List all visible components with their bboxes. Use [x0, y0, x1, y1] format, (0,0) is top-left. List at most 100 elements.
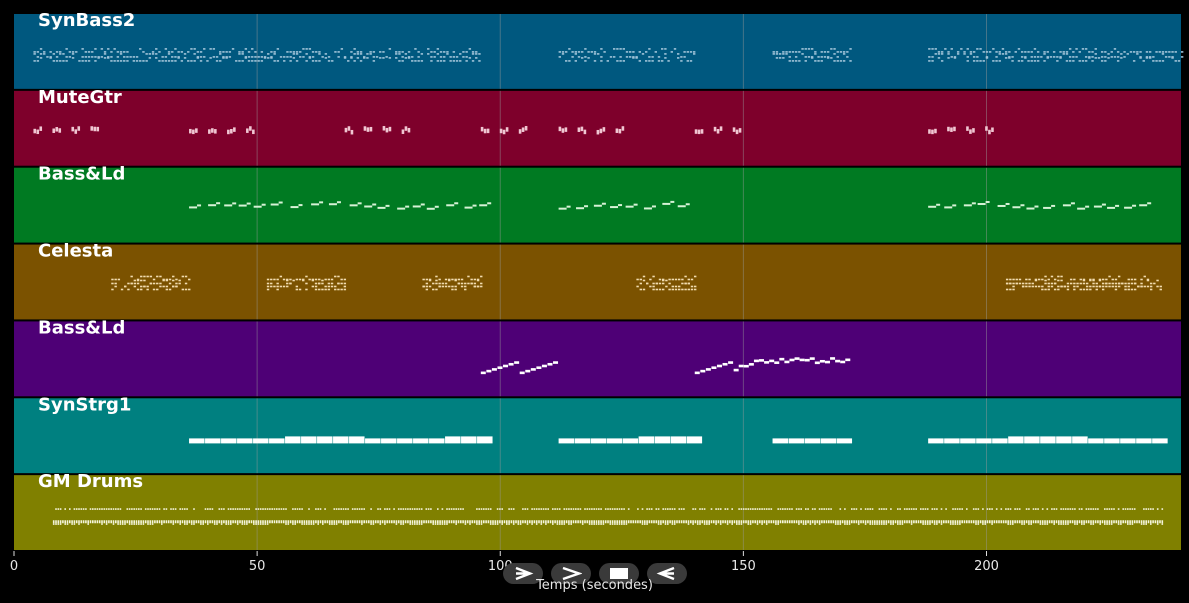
note: [928, 205, 937, 208]
note: [318, 282, 321, 285]
note: [480, 275, 483, 278]
note: [1156, 523, 1159, 525]
note: [308, 57, 312, 59]
note: [1016, 520, 1019, 524]
note: [142, 520, 145, 524]
note: [671, 523, 674, 525]
note: [1037, 520, 1039, 524]
note: [239, 520, 241, 524]
note: [105, 520, 108, 524]
note: [1091, 51, 1094, 53]
note: [992, 438, 1008, 444]
note: [535, 523, 538, 525]
note: [924, 520, 927, 524]
note: [844, 523, 846, 525]
note: [156, 288, 159, 291]
note: [618, 128, 622, 134]
note: [221, 438, 237, 444]
note: [1085, 205, 1090, 208]
note: [572, 508, 575, 510]
note: [809, 520, 812, 524]
note: [632, 57, 635, 59]
note: [991, 508, 993, 510]
note: [85, 520, 87, 524]
note: [443, 520, 446, 524]
note: [1076, 520, 1078, 524]
note: [668, 278, 671, 281]
note: [763, 520, 766, 524]
note: [382, 51, 385, 53]
note: [324, 53, 328, 55]
note: [598, 520, 600, 524]
note: [254, 56, 257, 58]
note: [639, 288, 642, 291]
note: [738, 508, 740, 510]
note: [966, 56, 969, 58]
note: [950, 56, 953, 58]
back-button[interactable]: [647, 563, 687, 584]
note: [286, 51, 289, 53]
note: [71, 53, 75, 55]
note: [985, 51, 989, 53]
note: [832, 520, 835, 524]
note: [1030, 60, 1033, 62]
note: [212, 48, 216, 50]
note: [1072, 60, 1075, 62]
note: [633, 203, 638, 206]
note: [1012, 288, 1015, 291]
stop-button[interactable]: [599, 563, 639, 584]
note: [273, 520, 276, 524]
note: [121, 523, 124, 525]
note: [922, 520, 924, 524]
note: [158, 60, 161, 62]
note: [1101, 278, 1105, 281]
note: [880, 523, 883, 525]
note: [1107, 206, 1116, 209]
note: [1069, 282, 1073, 285]
note: [554, 520, 556, 524]
note: [342, 520, 345, 524]
note: [428, 279, 432, 282]
note: [200, 520, 202, 524]
note: [489, 523, 492, 525]
note: [503, 520, 506, 524]
note: [1072, 51, 1075, 53]
note: [1143, 523, 1145, 525]
note: [1065, 51, 1069, 53]
note: [1101, 282, 1105, 285]
note: [1131, 508, 1134, 510]
note: [441, 508, 444, 510]
note: [690, 520, 692, 524]
note: [353, 48, 356, 50]
note: [459, 60, 462, 62]
note: [216, 520, 218, 524]
note: [1044, 523, 1046, 525]
note: [78, 523, 80, 525]
note: [230, 129, 233, 134]
note: [33, 53, 36, 55]
note: [1161, 51, 1165, 53]
note: [294, 508, 296, 510]
note: [470, 278, 473, 281]
note: [972, 128, 975, 133]
note: [671, 288, 674, 291]
note: [270, 51, 273, 53]
note: [568, 523, 570, 525]
note: [1084, 56, 1088, 58]
note: [602, 520, 605, 524]
note: [189, 438, 205, 444]
note: [246, 520, 248, 524]
note: [804, 358, 810, 362]
note: [729, 520, 731, 524]
note: [273, 51, 276, 53]
note: [885, 508, 888, 510]
note: [708, 520, 710, 524]
note: [915, 520, 917, 524]
note: [372, 60, 376, 62]
play-button[interactable]: [503, 563, 543, 584]
note: [409, 520, 411, 524]
note: [433, 56, 436, 58]
forward-button[interactable]: [551, 563, 591, 584]
note: [1039, 520, 1042, 524]
note: [1040, 436, 1056, 444]
